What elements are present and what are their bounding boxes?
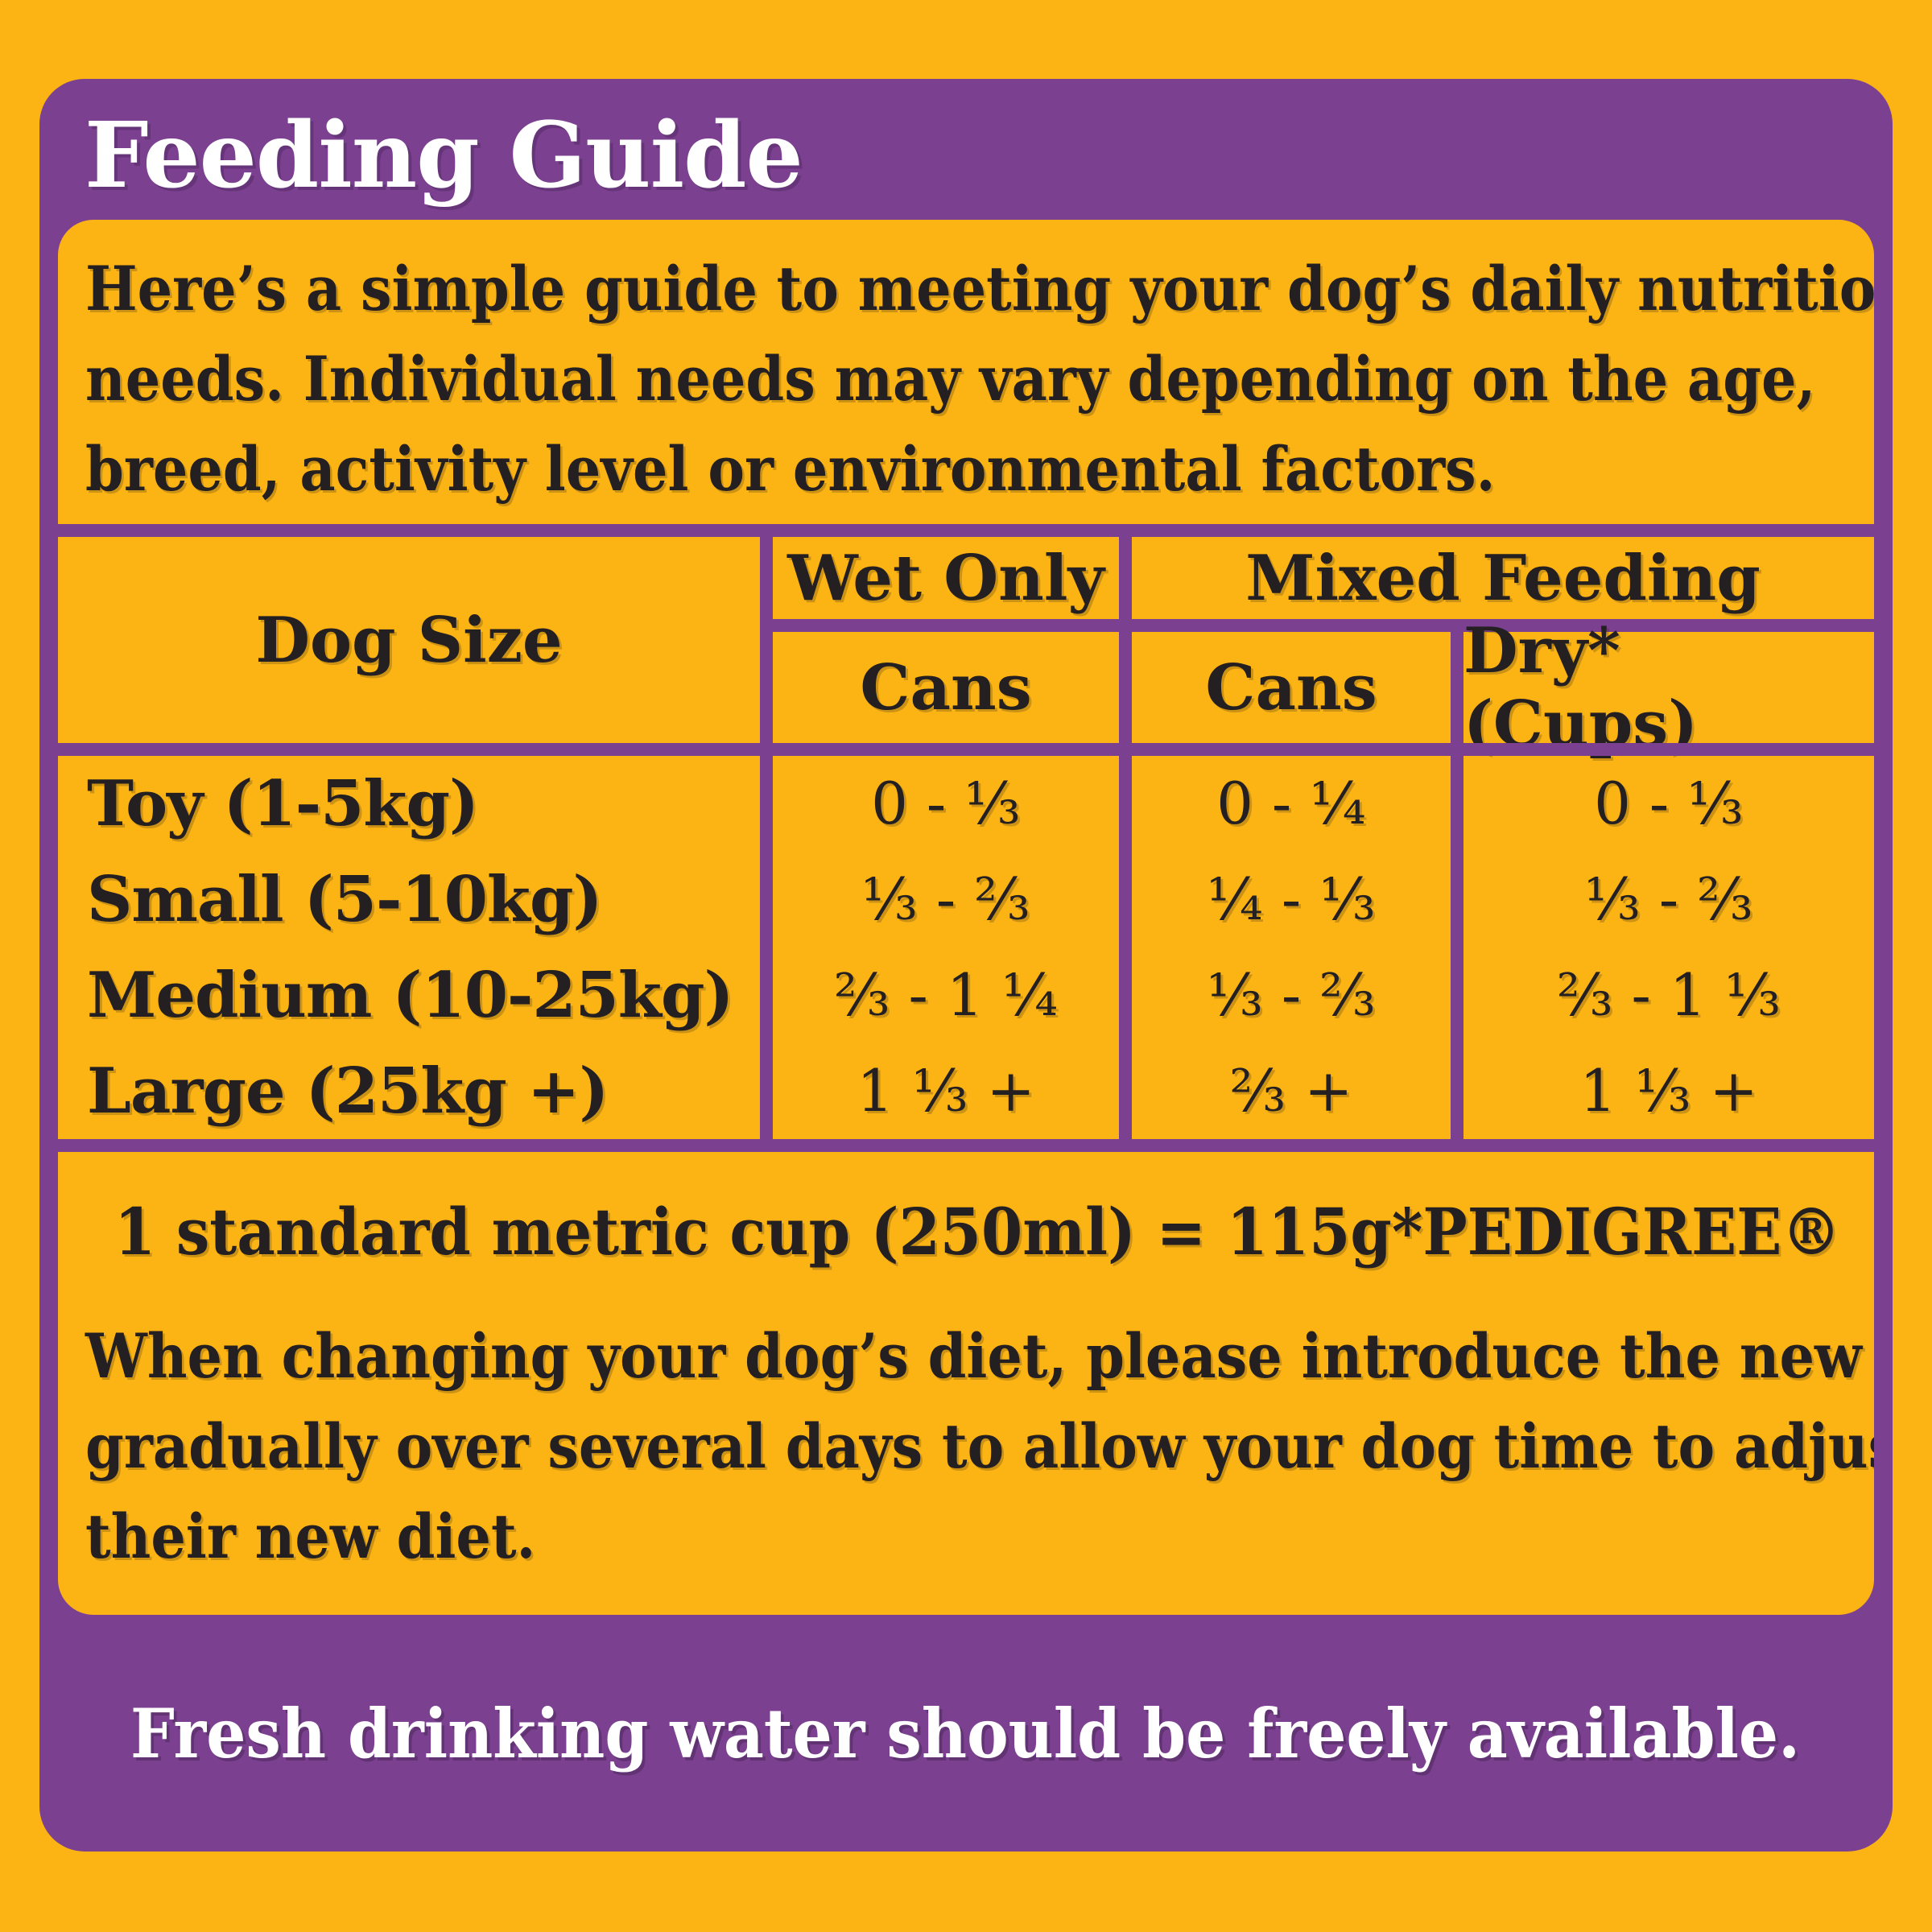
intro-line: Here’s a simple guide to meeting your do… bbox=[85, 253, 1874, 324]
feeding-table: Dog Size Wet Only Mixed Feeding Cans Can… bbox=[58, 524, 1874, 1152]
table-header-mixed-feeding: Mixed Feeding bbox=[1119, 537, 1874, 619]
table-subheader-wet-cans: Cans bbox=[760, 619, 1119, 743]
feeding-guide-panel: Feeding Guide Here’s a simple guide to m… bbox=[39, 79, 1893, 1852]
mixed-cans-value: 0 - ¼ bbox=[1216, 770, 1366, 837]
diet-change-line: When changing your dog’s diet, please in… bbox=[85, 1320, 1874, 1392]
table-column-mixed-cans: 0 - ¼ ¼ - ⅓ ⅓ - ⅔ ⅔ + bbox=[1119, 743, 1451, 1139]
mixed-dry-value: 1 ⅓ + bbox=[1579, 1057, 1758, 1125]
table-subheader-mixed-dry: Dry* (Cups) bbox=[1451, 614, 1874, 761]
diet-change-line: gradually over several days to allow you… bbox=[85, 1410, 1874, 1482]
wet-cans-value: 0 - ⅓ bbox=[871, 770, 1021, 837]
dog-size-value: Medium (10-25kg) bbox=[87, 959, 733, 1032]
mixed-cans-value: ⅔ + bbox=[1229, 1057, 1353, 1125]
table-header-wet-only: Wet Only bbox=[760, 537, 1119, 619]
cup-note-text: 1 standard metric cup (250ml) = 115g*PED… bbox=[114, 1194, 1841, 1269]
table-column-dog-sizes: Toy (1-5kg) Small (5-10kg) Medium (10-25… bbox=[58, 743, 760, 1139]
page-title: Feeding Guide bbox=[85, 103, 803, 208]
table-column-wet-only-cans: 0 - ⅓ ⅓ - ⅔ ⅔ - 1 ¼ 1 ⅓ + bbox=[760, 743, 1119, 1139]
mixed-cans-value: ¼ - ⅓ bbox=[1207, 865, 1376, 933]
diet-change-note: When changing your dog’s diet, please in… bbox=[58, 1311, 1874, 1582]
mixed-dry-value: 0 - ⅓ bbox=[1594, 770, 1744, 837]
dog-size-value: Large (25kg +) bbox=[87, 1055, 609, 1128]
table-column-mixed-dry-cups: 0 - ⅓ ⅓ - ⅔ ⅔ - 1 ⅓ 1 ⅓ + bbox=[1451, 743, 1874, 1139]
mixed-dry-value: ⅓ - ⅔ bbox=[1584, 865, 1753, 933]
wet-cans-value: 1 ⅓ + bbox=[857, 1057, 1035, 1125]
wet-cans-value: ⅓ - ⅔ bbox=[861, 865, 1030, 933]
intro-line: needs. Individual needs may vary dependi… bbox=[85, 343, 1816, 415]
cup-note-row: 1 standard metric cup (250ml) = 115g*PED… bbox=[58, 1189, 1874, 1274]
water-note-row: Fresh drinking water should be freely av… bbox=[39, 1615, 1893, 1852]
wet-cans-value: ⅔ - 1 ¼ bbox=[833, 961, 1059, 1029]
mixed-cans-value: ⅓ - ⅔ bbox=[1207, 961, 1376, 1029]
dog-size-value: Toy (1-5kg) bbox=[87, 767, 479, 840]
table-subheader-mixed-cans: Cans bbox=[1119, 619, 1451, 743]
water-note-text: Fresh drinking water should be freely av… bbox=[130, 1693, 1800, 1773]
table-header-dog-size: Dog Size bbox=[255, 603, 563, 677]
intro-line: breed, activity level or environmental f… bbox=[85, 433, 1496, 505]
diet-change-line: their new diet. bbox=[85, 1501, 536, 1572]
intro-text: Here’s a simple guide to meeting your do… bbox=[58, 220, 1874, 514]
guide-content-panel: Here’s a simple guide to meeting your do… bbox=[58, 220, 1874, 1615]
dog-size-value: Small (5-10kg) bbox=[87, 863, 602, 936]
mixed-dry-value: ⅔ - 1 ⅓ bbox=[1556, 961, 1781, 1029]
